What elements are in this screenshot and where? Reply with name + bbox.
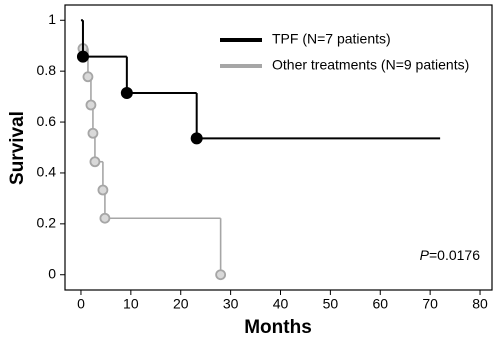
x-tick-label: 80 (472, 296, 488, 312)
x-tick-label: 30 (223, 296, 239, 312)
x-tick-label: 10 (123, 296, 139, 312)
p-symbol: P (420, 247, 430, 263)
p-text: =0.0176 (429, 247, 480, 263)
x-tick-label: 40 (273, 296, 289, 312)
event-marker (76, 50, 89, 63)
x-tick-label: 70 (422, 296, 438, 312)
event-marker (215, 269, 227, 281)
y-axis-title: Survival (7, 111, 28, 185)
legend-label: TPF (N=7 patients) (272, 31, 391, 47)
p-value: P=0.0176 (420, 247, 481, 263)
y-tick-label: 0.6 (37, 113, 57, 129)
y-tick-label: 0.4 (37, 164, 57, 180)
event-marker (99, 212, 111, 224)
event-marker (82, 71, 94, 83)
x-axis-title: Months (244, 317, 312, 338)
y-tick-label: 1 (48, 11, 56, 27)
plot-frame (64, 4, 493, 291)
event-marker (120, 87, 133, 100)
x-tick-label: 50 (323, 296, 339, 312)
event-marker (97, 184, 109, 196)
event-marker (190, 132, 203, 145)
legend-label: Other treatments (N=9 patients) (272, 57, 469, 73)
x-tick-label: 0 (77, 296, 85, 312)
x-tick-label: 20 (173, 296, 189, 312)
event-marker (89, 156, 101, 168)
event-marker (87, 127, 99, 139)
y-tick-label: 0.8 (37, 62, 57, 78)
x-tick-label: 60 (372, 296, 388, 312)
y-tick-label: 0.2 (37, 215, 57, 231)
event-marker (85, 99, 97, 111)
y-tick-label: 0 (48, 265, 56, 281)
